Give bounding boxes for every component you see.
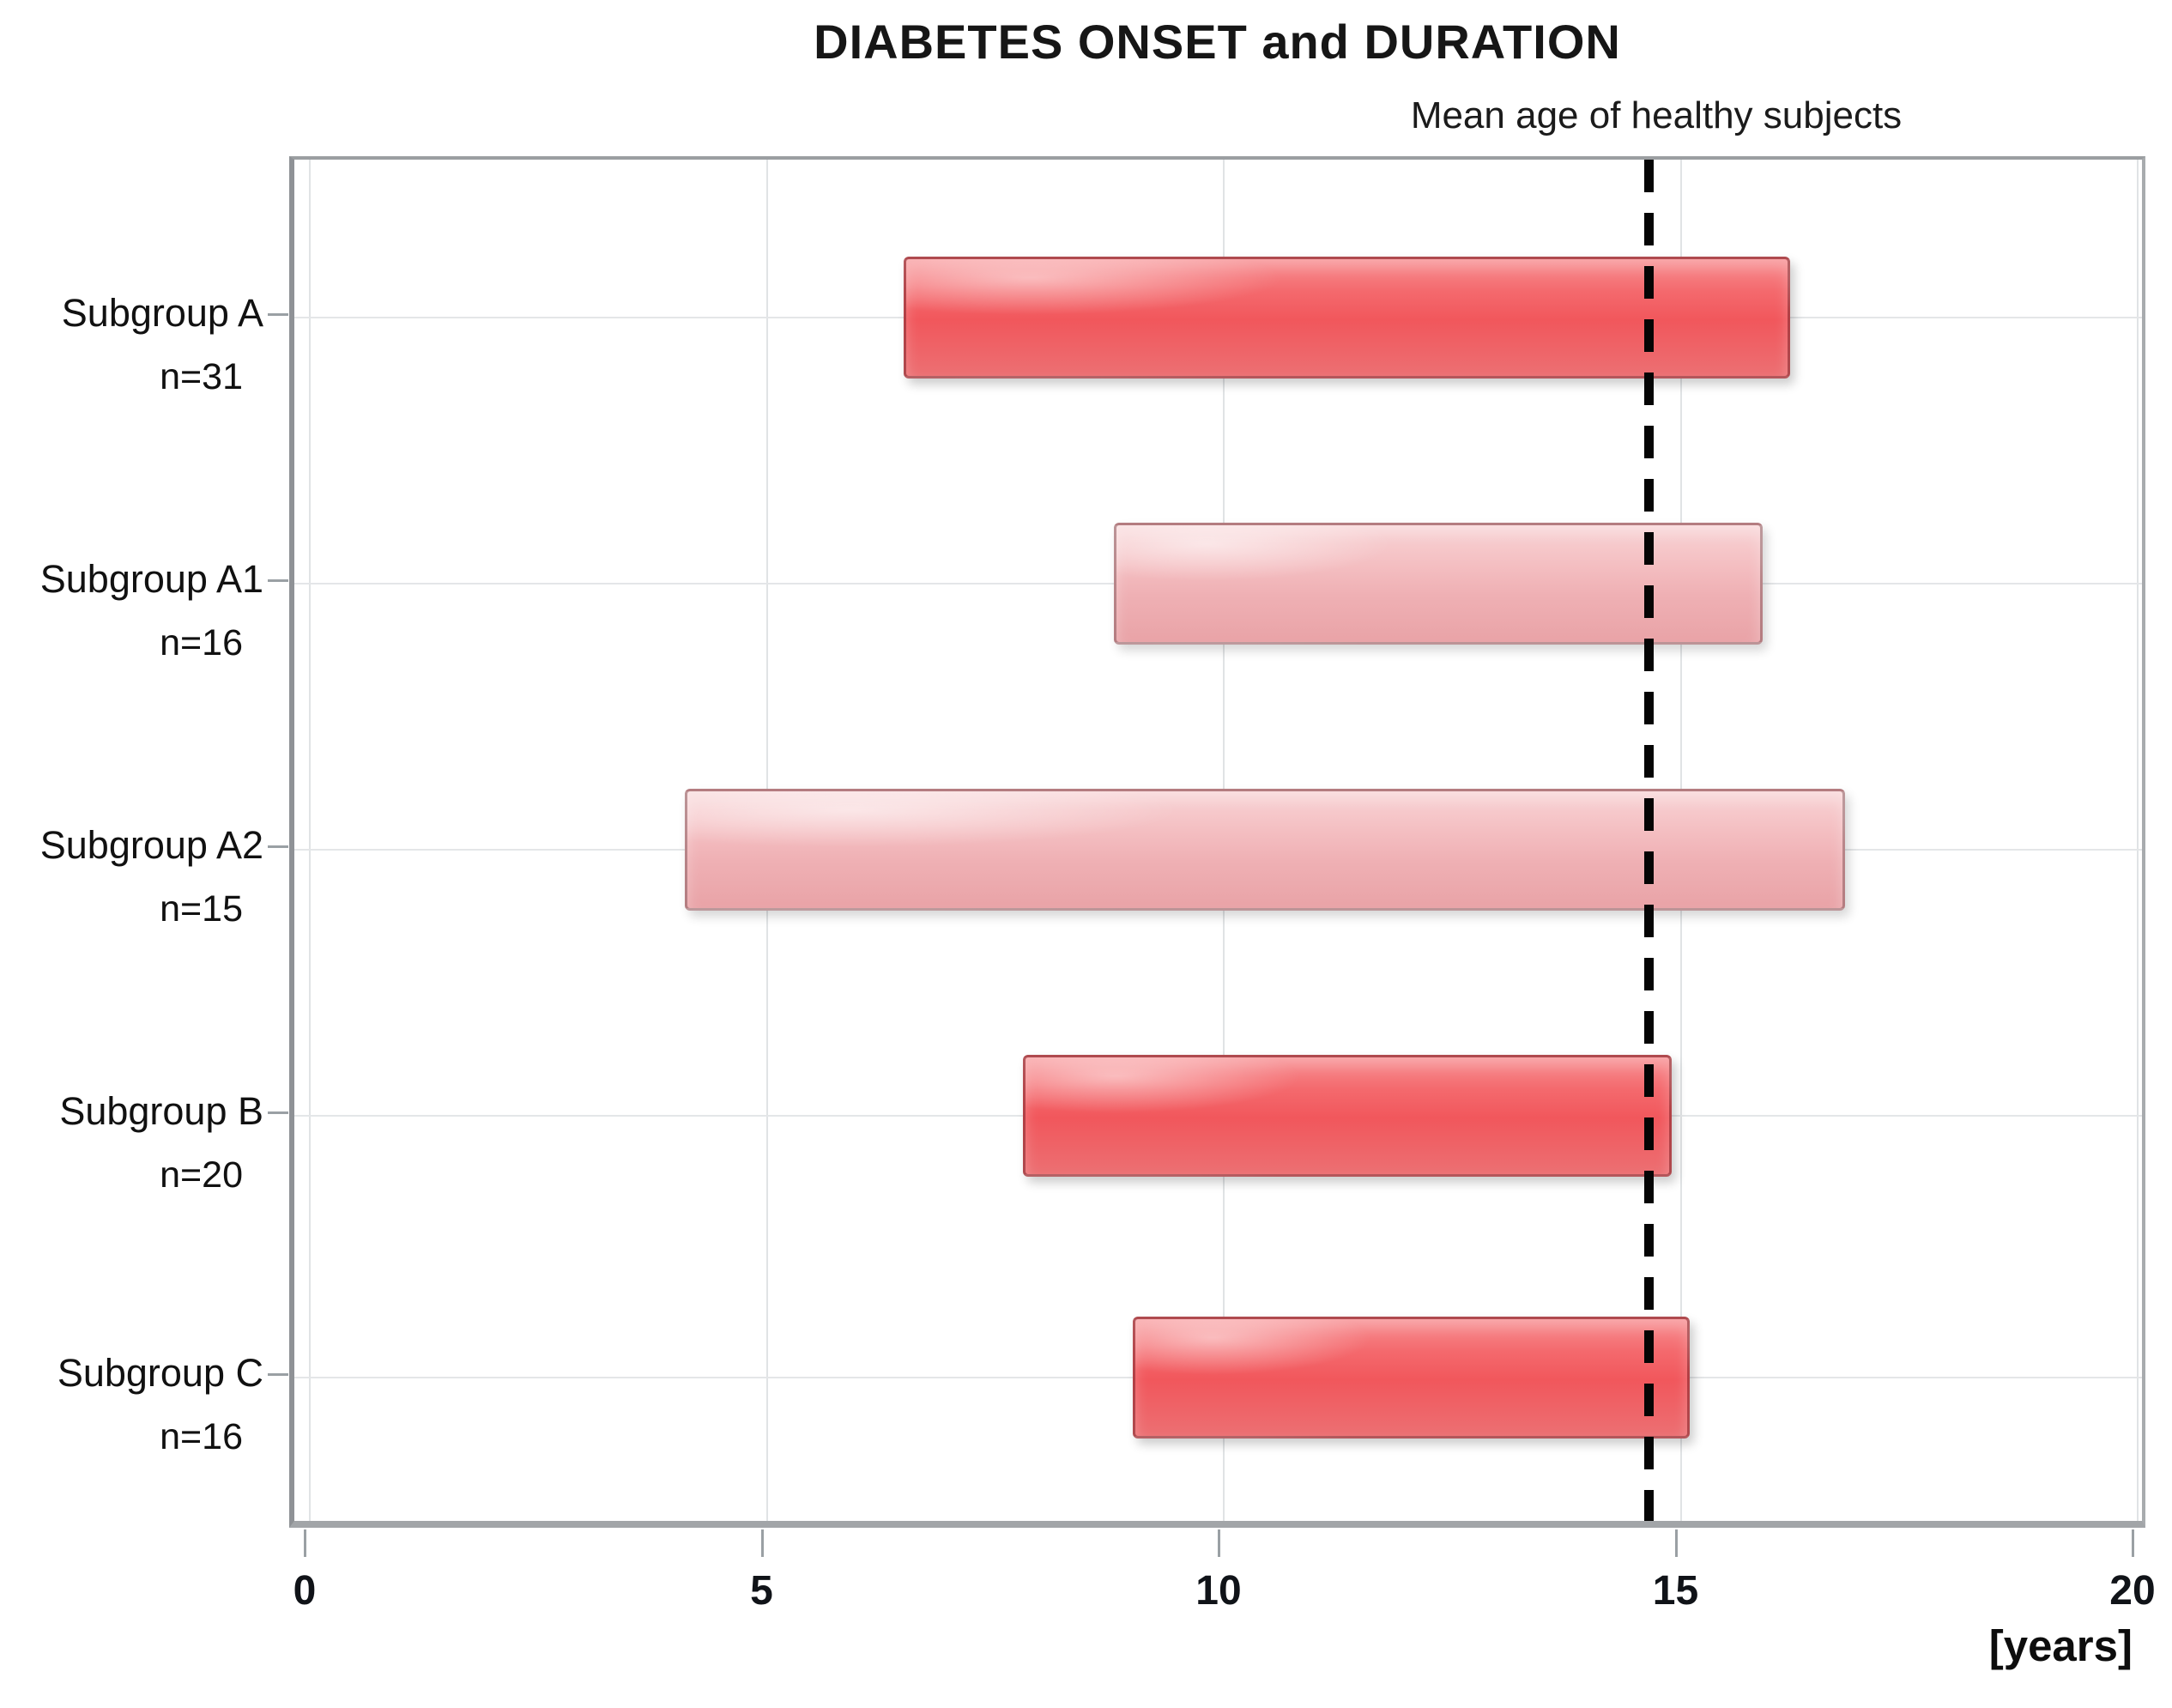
reference-dashed-line	[1644, 160, 1655, 1521]
category-label-2: Subgroup A1	[39, 557, 263, 601]
x-axis-tick-20	[2132, 1529, 2134, 1557]
reference-line-label: Mean age of healthy subjects	[1410, 94, 1903, 136]
x-axis-tick-0	[304, 1529, 306, 1557]
y-axis-tick-5	[268, 1373, 288, 1376]
bar-subgroup-c	[1132, 1317, 1691, 1438]
bar-subgroup-a	[904, 257, 1791, 379]
y-axis-tick-1	[268, 313, 288, 316]
x-tick-label-15: 15	[1652, 1568, 1699, 1614]
x-axis-tick-10	[1218, 1529, 1220, 1557]
n-label-2: n=16	[160, 622, 243, 663]
bar-subgroup-b	[1022, 1055, 1672, 1177]
x-tick-label-20: 20	[2109, 1568, 2156, 1614]
y-axis-tick-4	[268, 1111, 288, 1114]
category-label-4: Subgroup B	[59, 1089, 263, 1133]
bar-subgroup-a2	[684, 789, 1846, 911]
n-label-4: n=20	[160, 1154, 243, 1196]
n-label-5: n=16	[160, 1416, 243, 1457]
chart-title: DIABETES ONSET and DURATION	[814, 15, 1621, 69]
category-label-5: Subgroup C	[57, 1351, 263, 1395]
n-label-1: n=31	[160, 356, 243, 397]
x-tick-label-10: 10	[1195, 1568, 1242, 1614]
x-tick-label-0: 0	[293, 1568, 317, 1614]
y-axis-tick-2	[268, 579, 288, 582]
vertical-gridline-0	[309, 160, 311, 1521]
y-axis-tick-3	[268, 845, 288, 848]
n-label-3: n=15	[160, 888, 243, 930]
x-axis-tick-15	[1674, 1529, 1678, 1557]
x-axis-unit-label: [years]	[1988, 1621, 2133, 1670]
bar-subgroup-a1	[1114, 523, 1764, 645]
plot-area	[289, 156, 2145, 1528]
vertical-gridline-20	[2137, 160, 2139, 1521]
category-label-1: Subgroup A	[61, 291, 263, 335]
category-label-3: Subgroup A2	[39, 823, 263, 867]
x-axis-tick-5	[760, 1529, 764, 1557]
x-tick-label-5: 5	[750, 1568, 773, 1614]
